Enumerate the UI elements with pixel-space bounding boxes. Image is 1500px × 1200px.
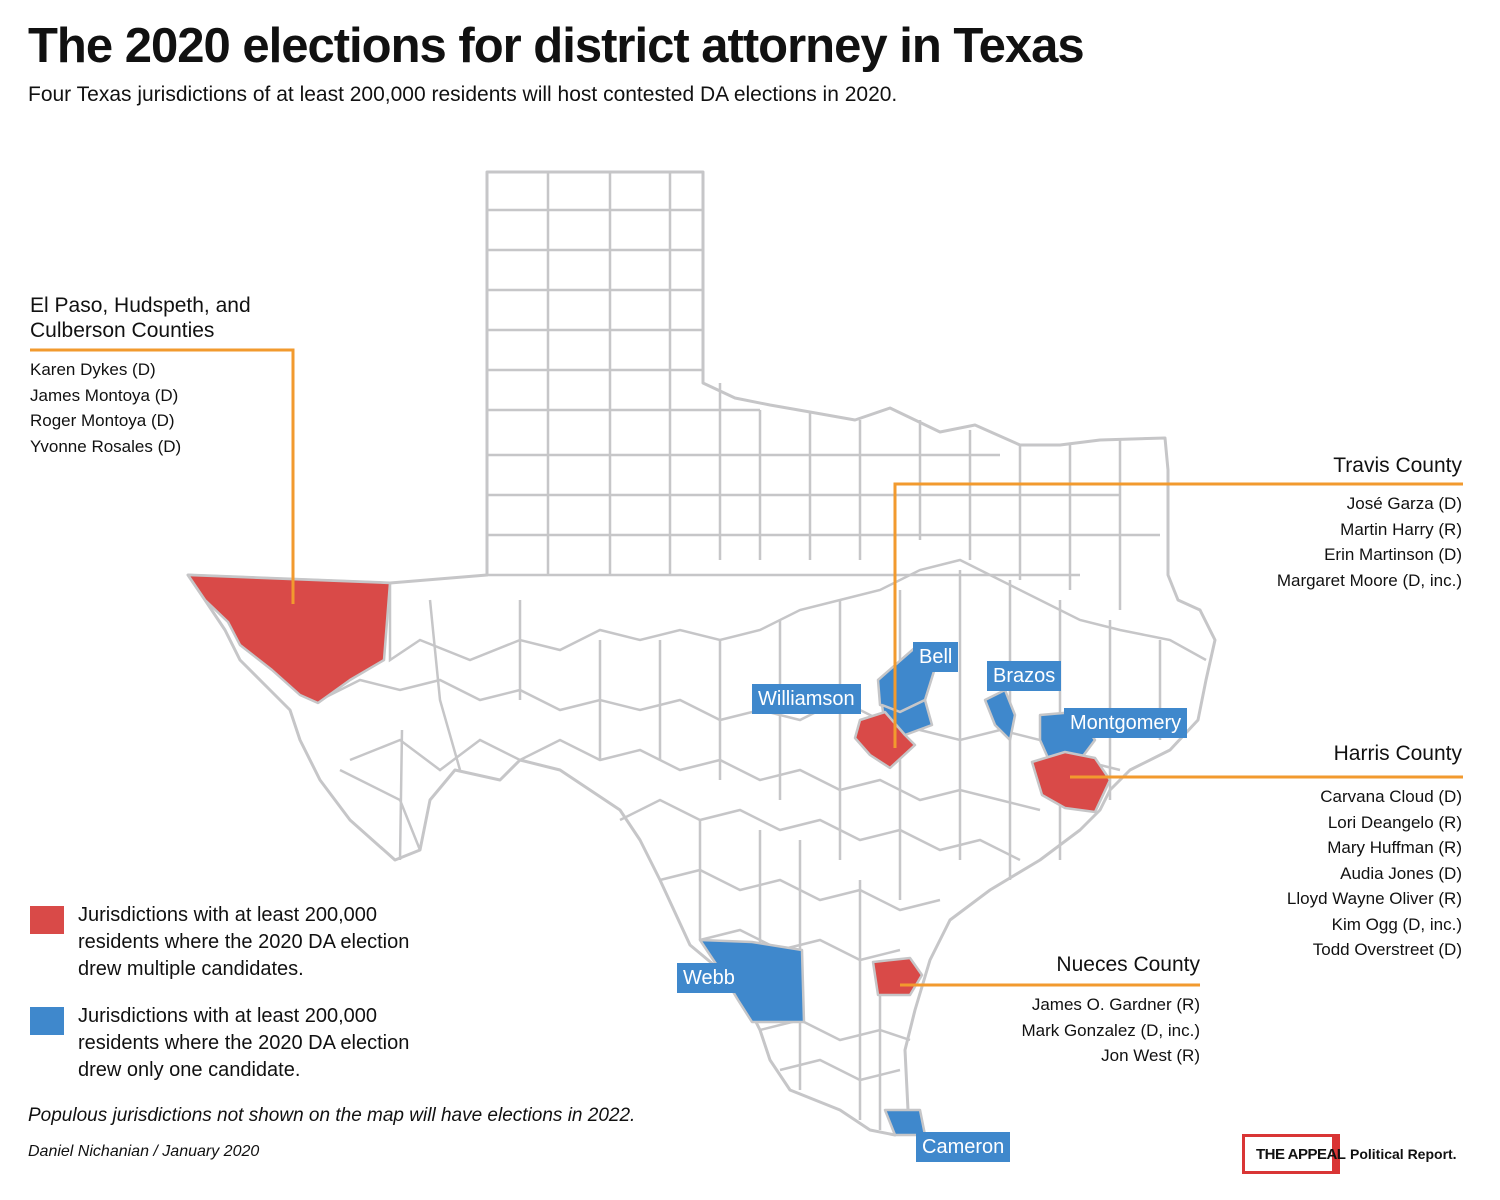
leader-lines [30, 348, 1463, 987]
candidate: James O. Gardner (R) [1031, 995, 1200, 1014]
candidate: James Montoya (D) [30, 385, 179, 405]
el-paso-callout-title: El Paso, Hudspeth, and Culberson Countie… [30, 293, 251, 343]
candidate: Lori Deangelo (R) [1327, 812, 1462, 832]
page-subtitle: Four Texas jurisdictions of at least 200… [28, 83, 898, 106]
legend-swatch-blue [30, 1007, 64, 1035]
candidate: Yvonne Rosales (D) [30, 436, 182, 456]
logo-tagline: Political Report. [1350, 1146, 1457, 1162]
webb-label: Webb [677, 963, 741, 993]
candidate: Karen Dykes (D) [30, 360, 156, 379]
candidate: Roger Montoya (D) [30, 411, 175, 430]
candidate: Todd Overstreet (D) [1312, 940, 1462, 959]
travis-county [853, 710, 917, 770]
candidate: Carvana Cloud (D) [1320, 787, 1462, 806]
candidate: Martin Harry (R) [1340, 519, 1462, 539]
brazos-label: Brazos [987, 661, 1062, 691]
nueces-callout-title: Nueces County [1056, 953, 1200, 976]
byline: Daniel Nichanian / January 2020 [28, 1143, 260, 1160]
nueces-candidates: James O. Gardner (R) Mark Gonzalez (D, i… [1021, 992, 1200, 1069]
page-title: The 2020 elections for district attorney… [28, 19, 1085, 73]
footnote: Populous jurisdictions not shown on the … [28, 1105, 636, 1126]
nueces-county [871, 956, 924, 997]
candidate: José Garza (D) [1346, 494, 1462, 513]
travis-callout-title: Travis County [1333, 454, 1462, 477]
candidate: Mark Gonzalez (D, inc.) [1021, 1020, 1200, 1040]
harris-county [1030, 750, 1112, 814]
the-appeal-logo-box: THE APPEAL [1242, 1134, 1346, 1174]
bell-label: Bell [913, 642, 959, 672]
el-paso-region [186, 573, 392, 705]
candidate: Mary Huffman (R) [1327, 838, 1462, 857]
harris-candidates: Carvana Cloud (D) Lori Deangelo (R) Mary… [1287, 784, 1462, 963]
el-paso-title-line2: Culberson Counties [30, 319, 215, 342]
travis-leader [893, 482, 1463, 748]
legend-swatch-red [30, 906, 64, 934]
candidate: Jon West (R) [1101, 1046, 1200, 1065]
candidate: Erin Martinson (D) [1324, 545, 1462, 564]
montgomery-label: Montgomery [1064, 708, 1188, 738]
candidate: Kim Ogg (D, inc.) [1331, 914, 1462, 934]
el-paso-candidates: Karen Dykes (D) James Montoya (D) Roger … [30, 357, 181, 459]
el-paso-title-line1: El Paso, Hudspeth, and [30, 294, 251, 317]
legend-contested-text: Jurisdictions with at least 200,000 resi… [78, 904, 410, 980]
travis-candidates: José Garza (D) Martin Harry (R) Erin Mar… [1277, 491, 1462, 593]
legend-uncontested-text: Jurisdictions with at least 200,000 resi… [78, 1005, 410, 1081]
logo-name: THE APPEAL [1256, 1146, 1346, 1163]
candidate: Margaret Moore (D, inc.) [1276, 570, 1462, 590]
el-paso-leader [30, 348, 295, 604]
brazos-county [983, 688, 1017, 742]
williamson-label: Williamson [752, 684, 861, 714]
candidate: Lloyd Wayne Oliver (R) [1286, 889, 1462, 908]
candidate: Audia Jones (D) [1340, 863, 1462, 883]
harris-callout-title: Harris County [1333, 742, 1462, 765]
cameron-label: Cameron [916, 1132, 1011, 1162]
